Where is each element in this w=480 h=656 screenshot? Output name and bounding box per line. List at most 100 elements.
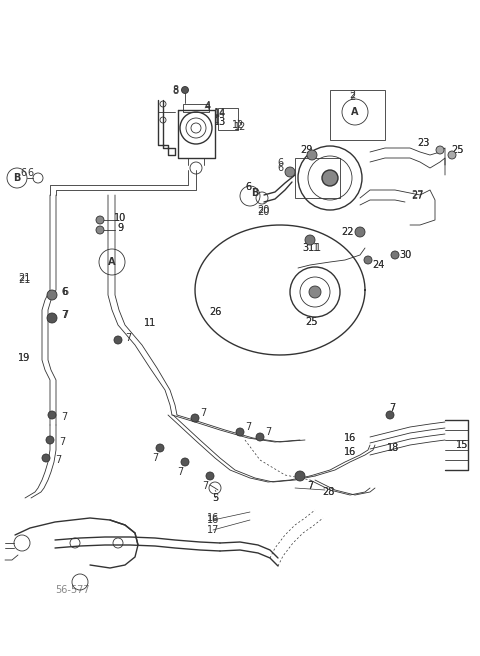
Bar <box>330 90 385 140</box>
Text: 25: 25 <box>306 317 318 327</box>
Text: 5: 5 <box>212 493 218 503</box>
Text: 7: 7 <box>61 412 67 422</box>
Text: B: B <box>13 173 21 183</box>
Text: 16: 16 <box>344 447 356 457</box>
Text: 9: 9 <box>117 223 123 233</box>
Text: 21: 21 <box>18 275 30 285</box>
Text: 7: 7 <box>200 408 206 418</box>
Circle shape <box>42 454 50 462</box>
Text: 27: 27 <box>412 191 424 201</box>
Circle shape <box>181 458 189 466</box>
Text: 31: 31 <box>302 243 314 253</box>
Text: 7: 7 <box>265 427 271 437</box>
Text: 17: 17 <box>207 525 219 535</box>
Text: 4: 4 <box>205 101 211 111</box>
Text: 6: 6 <box>61 287 67 297</box>
Text: 18: 18 <box>387 443 399 453</box>
Text: 24: 24 <box>372 260 384 270</box>
Text: 23: 23 <box>417 138 429 148</box>
Text: 29: 29 <box>300 145 312 155</box>
Text: 22: 22 <box>342 227 354 237</box>
Circle shape <box>114 336 122 344</box>
Text: 21: 21 <box>18 273 30 283</box>
Text: 9: 9 <box>117 223 123 233</box>
Circle shape <box>364 256 372 264</box>
Text: 13: 13 <box>214 117 226 127</box>
Text: 23: 23 <box>417 138 429 148</box>
Text: 12: 12 <box>232 120 244 130</box>
Circle shape <box>191 414 199 422</box>
Text: 7: 7 <box>389 403 395 413</box>
Circle shape <box>256 433 264 441</box>
Text: 22: 22 <box>342 227 354 237</box>
Circle shape <box>96 226 104 234</box>
Text: 6: 6 <box>27 168 33 178</box>
Circle shape <box>295 471 305 481</box>
Text: 8: 8 <box>172 85 178 95</box>
Text: 25: 25 <box>452 145 464 155</box>
Text: 30: 30 <box>399 250 411 260</box>
Text: 16: 16 <box>344 433 356 443</box>
Text: 56-577: 56-577 <box>55 585 89 595</box>
Circle shape <box>206 472 214 480</box>
Text: 28: 28 <box>322 487 334 497</box>
Text: 7: 7 <box>61 310 67 320</box>
Bar <box>183 104 209 112</box>
Text: 7: 7 <box>55 455 61 465</box>
Circle shape <box>156 444 164 452</box>
Text: 6: 6 <box>245 182 251 192</box>
Bar <box>218 108 238 130</box>
Text: 7: 7 <box>125 333 131 343</box>
Text: 11: 11 <box>144 318 156 328</box>
Text: 7: 7 <box>307 481 313 491</box>
Text: 7: 7 <box>307 481 313 491</box>
Text: 12: 12 <box>234 122 246 132</box>
Text: 11: 11 <box>144 318 156 328</box>
Text: 24: 24 <box>372 260 384 270</box>
Text: 1: 1 <box>313 243 319 253</box>
Text: 28: 28 <box>322 487 334 497</box>
Circle shape <box>285 167 295 177</box>
Text: 26: 26 <box>209 307 221 317</box>
Text: 6: 6 <box>61 287 67 297</box>
Circle shape <box>436 146 444 154</box>
Text: B: B <box>252 188 259 198</box>
Circle shape <box>47 290 57 300</box>
Text: 14: 14 <box>214 109 226 119</box>
Text: 4: 4 <box>205 102 211 112</box>
Text: 10: 10 <box>114 213 126 223</box>
Circle shape <box>48 411 56 419</box>
Text: 13: 13 <box>214 117 226 127</box>
Text: 7: 7 <box>61 310 67 320</box>
Circle shape <box>181 87 189 94</box>
Text: 16: 16 <box>344 433 356 443</box>
Text: 5: 5 <box>212 493 218 503</box>
Circle shape <box>386 411 394 419</box>
Text: 19: 19 <box>18 353 30 363</box>
Text: 7: 7 <box>202 481 208 491</box>
Circle shape <box>307 150 317 160</box>
Text: 26: 26 <box>209 307 221 317</box>
Text: 8: 8 <box>172 86 178 96</box>
Text: 6: 6 <box>277 158 283 168</box>
Text: 15: 15 <box>456 440 468 450</box>
Text: 16: 16 <box>207 515 219 525</box>
Text: 30: 30 <box>399 250 411 260</box>
Text: 20: 20 <box>257 205 269 215</box>
Circle shape <box>391 251 399 259</box>
Text: 7: 7 <box>62 310 68 320</box>
Text: 20: 20 <box>257 207 269 217</box>
Text: 2: 2 <box>349 92 355 102</box>
Text: 10: 10 <box>114 213 126 223</box>
Text: 1: 1 <box>315 243 321 253</box>
Circle shape <box>309 286 321 298</box>
Text: 15: 15 <box>456 440 468 450</box>
Circle shape <box>322 170 338 186</box>
Text: 31: 31 <box>302 243 314 253</box>
Text: 16: 16 <box>207 513 219 523</box>
Circle shape <box>46 436 54 444</box>
Circle shape <box>448 151 456 159</box>
Text: 6: 6 <box>277 163 283 173</box>
Text: 19: 19 <box>18 353 30 363</box>
Text: 18: 18 <box>387 443 399 453</box>
